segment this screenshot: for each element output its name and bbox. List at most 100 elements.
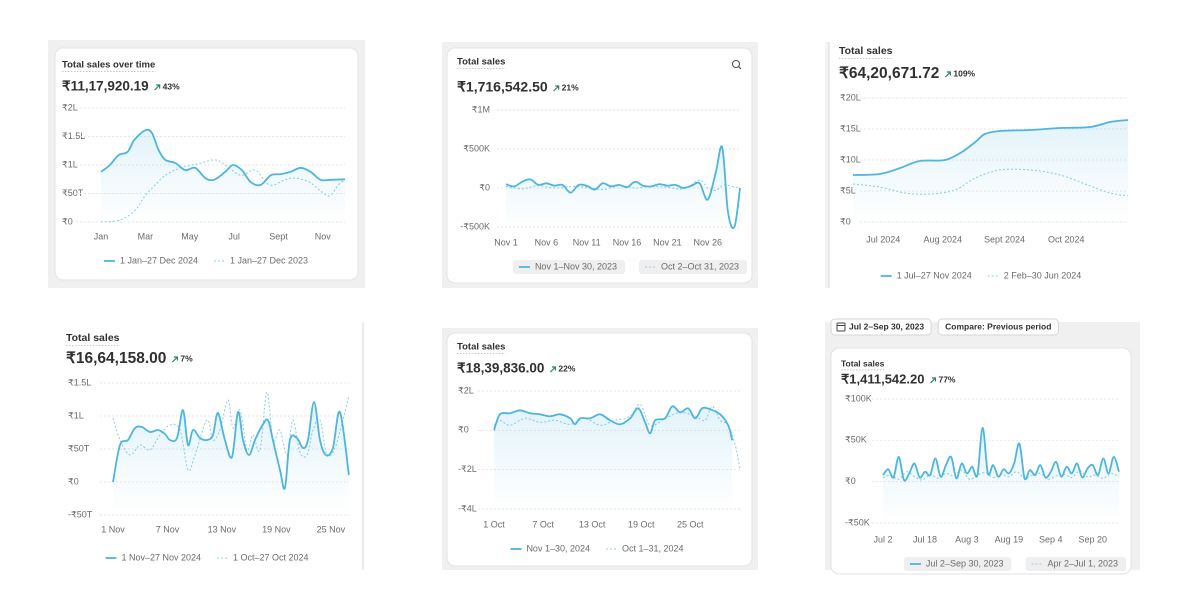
- y-tick-label: -₹4L: [458, 503, 477, 513]
- control-button[interactable]: Compare: Previous period: [937, 318, 1059, 336]
- total-value: ₹64,20,671.72: [839, 65, 939, 82]
- total-value: ₹1,411,542.20: [841, 371, 924, 386]
- y-tick-label: ₹100K: [845, 393, 872, 403]
- y-tick-label: ₹5L: [840, 185, 856, 195]
- x-tick-label: 7 Oct: [532, 519, 554, 529]
- zoom-icon-handle: [738, 66, 742, 70]
- x-tick-label: Jul: [228, 231, 240, 241]
- x-tick-label: Nov 16: [613, 237, 642, 247]
- x-tick-label: 19 Oct: [628, 519, 655, 529]
- legend-item: 2 Feb–30 Jun 2024: [987, 270, 1082, 280]
- series-area: [883, 427, 1119, 523]
- change-percent: 7%: [180, 353, 193, 363]
- legend-item: 1 Oct–27 Oct 2024: [217, 552, 309, 562]
- series-area: [101, 129, 345, 222]
- y-tick-label: -₹50T: [68, 509, 93, 519]
- x-tick-label: 25 Nov: [317, 524, 346, 534]
- legend-item: Nov 1–Nov 30, 2023: [512, 260, 626, 274]
- x-tick-label: 7 Nov: [156, 524, 180, 534]
- x-tick-label: Aug 3: [955, 534, 979, 544]
- legend-label: 1 Oct–27 Oct 2024: [233, 552, 309, 562]
- series-line: [505, 145, 741, 229]
- y-tick-label: ₹0: [479, 182, 490, 192]
- x-tick-label: Jul 2: [873, 534, 892, 544]
- y-tick-label: ₹10L: [840, 154, 861, 164]
- series-line: [852, 119, 1129, 176]
- control-button[interactable]: Jul 2–Sep 30, 2023: [830, 318, 932, 336]
- y-tick-label: ₹0: [840, 216, 851, 226]
- card-title: Total sales: [841, 358, 885, 368]
- x-tick-label: Sep 20: [1079, 534, 1108, 544]
- x-tick-label: 13 Nov: [208, 524, 237, 534]
- series-area: [853, 120, 1128, 222]
- x-tick-label: Nov 6: [535, 237, 559, 247]
- trend-arrow-icon: [171, 356, 178, 363]
- legend-label: Nov 1–Nov 30, 2023: [535, 261, 617, 271]
- series-line: [100, 128, 346, 187]
- y-tick-label: ₹50T: [62, 188, 84, 198]
- x-tick-label: Oct 2024: [1048, 234, 1085, 244]
- x-tick-label: Nov: [315, 231, 332, 241]
- change-percent: 109%: [953, 68, 975, 78]
- trend-arrow-icon: [553, 85, 560, 92]
- control-label: Jul 2–Sep 30, 2023: [849, 321, 924, 331]
- legend-label: 1 Nov–27 Nov 2024: [121, 552, 201, 562]
- change-percent: 21%: [562, 82, 579, 92]
- legend-pill: [903, 557, 1012, 571]
- x-tick-label: Jul 18: [913, 534, 937, 544]
- legend-label: Apr 2–Jul 1, 2023: [1048, 558, 1119, 568]
- legend-label: 1 Jan–27 Dec 2023: [230, 255, 308, 265]
- control-button-bg: [830, 318, 932, 336]
- x-tick-label: Sept: [269, 231, 288, 241]
- legend-label: 1 Jan–27 Dec 2024: [120, 255, 198, 265]
- x-tick-label: Jan: [94, 231, 109, 241]
- x-tick-label: Nov 1: [494, 237, 518, 247]
- legend-label: 2 Feb–30 Jun 2024: [1004, 270, 1082, 280]
- legend-item: Nov 1–30, 2024: [510, 543, 590, 553]
- x-tick-label: Mar: [138, 231, 154, 241]
- legend-label: Nov 1–30, 2024: [526, 543, 590, 553]
- y-tick-label: ₹20L: [840, 92, 861, 102]
- y-tick-label: ₹15L: [840, 123, 861, 133]
- y-tick-label: ₹2L: [62, 102, 78, 112]
- y-tick-label: ₹0: [458, 425, 469, 435]
- legend-item: 1 Jul–27 Nov 2024: [880, 270, 972, 280]
- x-tick-label: May: [181, 231, 199, 241]
- card-title: Total sales: [66, 332, 120, 344]
- legend-item: Oct 1–31, 2024: [606, 543, 684, 553]
- legend-pill: [512, 260, 626, 274]
- series-line: [493, 405, 734, 441]
- legend-item: Apr 2–Jul 1, 2023: [1025, 557, 1127, 571]
- x-tick-label: 25 Oct: [677, 519, 704, 529]
- trend-arrow-icon: [944, 71, 951, 78]
- x-tick-label: Jul 2024: [866, 234, 900, 244]
- control-label: Compare: Previous period: [945, 321, 1051, 331]
- card-title: Total sales: [839, 45, 893, 57]
- legend-label: Oct 1–31, 2024: [622, 543, 684, 553]
- legend-label: Oct 2–Oct 31, 2023: [661, 261, 739, 271]
- zoom-icon[interactable]: [731, 59, 741, 69]
- legend-item: 1 Jan–27 Dec 2023: [214, 255, 308, 265]
- legend-item: 1 Nov–27 Nov 2024: [105, 552, 201, 562]
- y-tick-label: ₹0: [62, 216, 73, 226]
- total-value: ₹1,716,542.50: [457, 79, 548, 95]
- y-tick-label: ₹50T: [68, 443, 90, 453]
- card-title: Total sales: [457, 57, 505, 68]
- card-title: Total sales: [457, 342, 505, 353]
- y-tick-label: ₹1.5L: [68, 377, 91, 387]
- change-percent: 22%: [558, 363, 575, 373]
- x-tick-label: Sep 4: [1039, 534, 1063, 544]
- y-tick-label: ₹1L: [62, 159, 78, 169]
- legend-label: 1 Jul–27 Nov 2024: [897, 270, 972, 280]
- x-tick-label: Nov 21: [653, 237, 682, 247]
- y-tick-label: -₹50K: [845, 517, 870, 527]
- x-tick-label: Sept 2024: [984, 234, 1025, 244]
- x-tick-label: Nov 26: [693, 237, 722, 247]
- y-tick-label: ₹1L: [68, 410, 84, 420]
- series-line: [882, 426, 1120, 482]
- change-percent: 77%: [938, 374, 955, 384]
- y-tick-label: -₹500K: [460, 221, 490, 231]
- legend-item: Jul 2–Sep 30, 2023: [903, 557, 1012, 571]
- change-percent: 43%: [163, 81, 180, 91]
- x-tick-label: 13 Oct: [579, 519, 606, 529]
